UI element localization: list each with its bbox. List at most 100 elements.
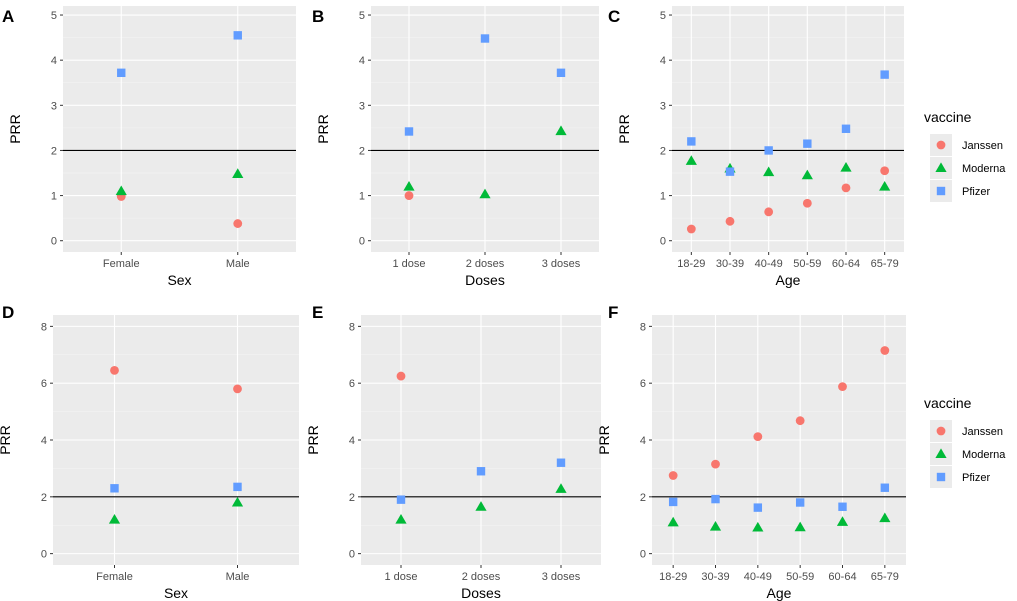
point-janssen [764,207,774,217]
point-moderna [685,155,697,165]
point-moderna [752,521,764,532]
point-moderna [475,501,487,511]
legend-moderna-icon [935,448,947,459]
point-moderna [403,180,415,191]
x-tick-label: 40-49 [744,571,772,583]
panel-c: 0 1 2 3 4 5 18-29 30-39 40-49 50-59 60-64 65-79 Age P… [608,6,904,288]
panel-b: 0 1 2 3 4 5 1 dose 2 doses 3 doses Doses PRR B [312,6,599,288]
y-tick-label: 0 [41,549,47,561]
y-axis-title: PRR [0,425,13,455]
panel-tag: F [608,303,618,322]
point-pfizer [753,503,763,512]
y-tick-label: 6 [41,378,47,390]
point-pfizer [668,497,678,507]
point-pfizer [838,502,847,511]
point-janssen [711,459,720,469]
point-moderna [836,516,849,526]
point-janssen [404,191,414,200]
y-tick-label: 5 [51,10,57,22]
x-tick-label: Female [96,571,133,583]
y-tick-label: 1 [359,191,365,203]
x-tick-label: 1 dose [384,571,417,583]
point-pfizer [687,137,696,146]
point-moderna [840,161,852,172]
x-axis-title: Sex [167,272,191,288]
y-axis-title: PRR [305,425,321,455]
point-janssen [668,471,678,480]
legend-label: Janssen [962,140,1003,152]
x-tick-label: Male [226,258,250,270]
point-janssen [110,365,119,375]
point-moderna [879,512,891,523]
legend-title: vaccine [924,109,972,125]
point-moderna [763,166,775,177]
point-pfizer [764,146,773,155]
x-axis-title: Age [767,585,792,601]
y-tick-label: 2 [41,492,47,504]
point-moderna [879,180,891,191]
legend-moderna-icon [935,162,947,173]
x-tick-label: 60-64 [832,258,860,270]
y-tick-label: 5 [660,10,666,22]
y-tick-label: 2 [349,492,355,504]
x-tick-label: 65-79 [871,571,899,583]
point-pfizer [110,484,119,493]
y-tick-label: 1 [51,191,57,203]
x-tick-label: 40-49 [755,258,783,270]
point-pfizer [404,127,414,136]
point-pfizer [480,34,490,43]
y-tick-label: 5 [359,10,365,22]
x-tick-label: 50-59 [786,571,814,583]
y-tick-label: 3 [51,100,57,112]
y-tick-label: 2 [359,145,365,157]
point-moderna [801,169,813,180]
legend-pfizer-icon [936,472,946,482]
y-tick-label: 6 [640,378,646,390]
y-tick-label: 2 [660,145,666,157]
point-pfizer [117,68,126,78]
panel-e: 0 2 4 6 8 1 dose 2 doses 3 doses Doses PRR E [305,303,601,601]
y-tick-label: 4 [640,435,646,447]
legend-label: Janssen [962,426,1003,438]
legend-label: Moderna [962,449,1006,461]
point-janssen [880,346,890,355]
y-tick-label: 2 [640,492,646,504]
x-tick-label: 18-29 [677,258,705,270]
legend-bottom: vaccine Janssen Moderna Pfizer [924,395,1006,488]
panel-d: 0 2 4 6 8 Female Male Sex PRR D [0,303,299,601]
y-tick-label: 3 [660,100,666,112]
x-tick-label: 65-79 [871,258,899,270]
point-moderna [555,125,567,136]
point-pfizer [725,167,735,176]
point-pfizer [841,124,851,133]
legend-label: Pfizer [962,186,990,198]
legend-label: Pfizer [962,472,990,484]
x-axis-title: Doses [465,272,505,288]
x-axis-title: Doses [461,585,501,601]
point-janssen [725,216,735,226]
point-pfizer [803,139,812,148]
point-janssen [396,371,406,381]
x-axis-title: Age [776,272,801,288]
y-axis-title: PRR [596,425,612,455]
y-tick-label: 4 [660,55,666,67]
y-tick-label: 2 [51,145,57,157]
x-tick-label: 60-64 [828,571,856,583]
y-tick-label: 3 [359,100,365,112]
point-pfizer [233,482,242,492]
point-pfizer [880,483,890,492]
panel-tag: D [2,303,14,322]
point-janssen [802,198,812,208]
panel-tag: E [312,303,323,322]
legend-title: vaccine [924,395,972,411]
point-pfizer [556,68,566,78]
y-tick-label: 8 [41,321,47,333]
point-moderna [479,188,491,199]
y-tick-label: 4 [51,55,57,67]
point-janssen [841,183,851,193]
legend-janssen-icon [936,426,946,436]
point-janssen [795,416,805,426]
legend-top: vaccine Janssen Moderna Pfizer [924,109,1006,202]
x-tick-label: Female [103,258,140,270]
